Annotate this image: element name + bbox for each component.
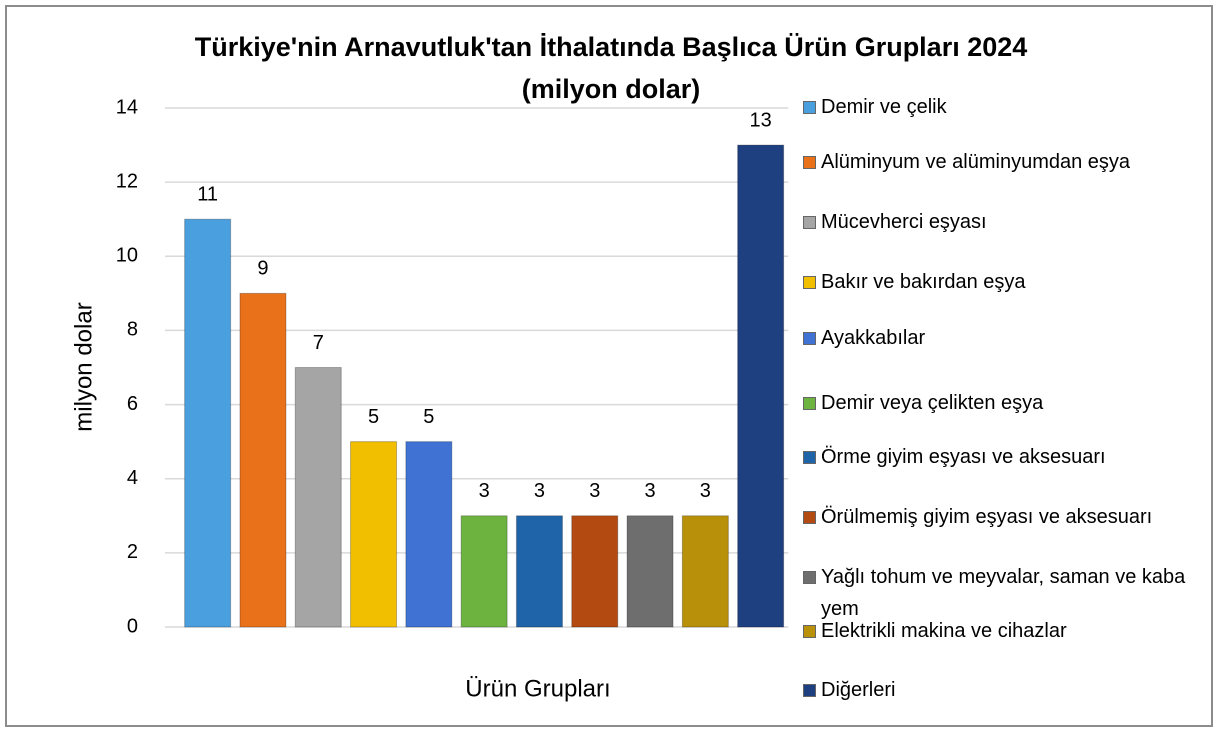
legend-swatch <box>803 684 816 697</box>
y-tick-label: 10 <box>116 245 138 267</box>
legend-entry: Diğerleri <box>803 674 1193 706</box>
chart-border <box>5 5 1213 727</box>
legend-swatch <box>803 101 816 114</box>
legend-label: Demir ve çelik <box>821 96 947 118</box>
legend-entry: Demir ve çelik <box>803 91 1193 123</box>
y-tick-label: 2 <box>127 541 138 563</box>
y-tick-label: 4 <box>127 467 138 489</box>
legend-swatch <box>803 451 816 464</box>
bar <box>350 441 398 628</box>
legend-label: Demir veya çelikten eşya <box>821 392 1044 414</box>
legend-label: Elektrikli makina ve cihazlar <box>821 620 1067 642</box>
legend-label: Ayakkabılar <box>821 327 926 349</box>
value-label: 13 <box>750 109 772 131</box>
value-label: 5 <box>368 406 379 428</box>
legend-entry: Alüminyum ve alüminyumdan eşya <box>803 146 1193 178</box>
bar <box>515 515 563 628</box>
legend-entry: Örülmemiş giyim eşyası ve aksesuarı <box>803 501 1193 533</box>
legend-entry: Mücevherci eşyası <box>803 206 1193 238</box>
value-label: 3 <box>700 480 711 502</box>
bar <box>681 515 729 628</box>
value-label: 3 <box>589 480 600 502</box>
legend-label: Alüminyum ve alüminyumdan eşya <box>821 151 1131 173</box>
legend-swatch <box>803 625 816 638</box>
legend-entry: Demir veya çelikten eşya <box>803 387 1193 419</box>
y-axis-title: milyon dolar <box>70 302 97 431</box>
legend-entry: Bakır ve bakırdan eşya <box>803 266 1193 298</box>
value-label: 11 <box>197 183 218 205</box>
legend-label: Örme giyim eşyası ve aksesuarı <box>821 446 1106 468</box>
y-tick-label: 0 <box>127 615 138 637</box>
value-label: 3 <box>534 480 545 502</box>
legend-label: Diğerleri <box>821 679 896 701</box>
legend-swatch <box>803 332 816 345</box>
y-tick-label: 12 <box>116 170 138 192</box>
legend-swatch <box>803 397 816 410</box>
bar <box>571 515 619 628</box>
chart-title: Türkiye'nin Arnavutluk'tan İthalatında B… <box>194 32 1028 62</box>
bar <box>626 515 674 628</box>
x-axis-title: Ürün Grupları <box>465 675 610 702</box>
chart-subtitle: (milyon dolar) <box>521 74 701 104</box>
legend-label: Bakır ve bakırdan eşya <box>821 271 1026 293</box>
value-label: 5 <box>423 406 434 428</box>
value-label: 9 <box>257 258 268 280</box>
legend-label: Örülmemiş giyim eşyası ve aksesuarı <box>821 506 1153 528</box>
legend-entry: Ayakkabılar <box>803 322 1193 354</box>
legend-entry: Yağlı tohum ve meyvalar, saman ve kaba y… <box>803 561 1193 625</box>
bar <box>184 218 232 628</box>
legend-label: Yağlı tohum ve meyvalar, saman ve kaba y… <box>821 566 1186 620</box>
bar <box>460 515 508 628</box>
value-label: 7 <box>313 332 324 354</box>
legend-swatch <box>803 156 816 169</box>
y-tick-label: 8 <box>127 319 138 341</box>
bar <box>405 441 453 628</box>
value-label: 3 <box>644 480 655 502</box>
bar <box>737 144 785 628</box>
y-tick-label: 14 <box>116 96 138 118</box>
legend-label: Mücevherci eşyası <box>821 211 987 233</box>
bar <box>294 367 342 628</box>
legend-swatch <box>803 216 816 229</box>
legend-swatch <box>803 276 816 289</box>
legend-entry: Elektrikli makina ve cihazlar <box>803 615 1193 647</box>
legend-entry: Örme giyim eşyası ve aksesuarı <box>803 441 1193 473</box>
legend-swatch <box>803 571 816 584</box>
bar <box>239 292 287 628</box>
legend-swatch <box>803 511 816 524</box>
value-label: 3 <box>479 480 490 502</box>
y-tick-label: 6 <box>127 393 138 415</box>
